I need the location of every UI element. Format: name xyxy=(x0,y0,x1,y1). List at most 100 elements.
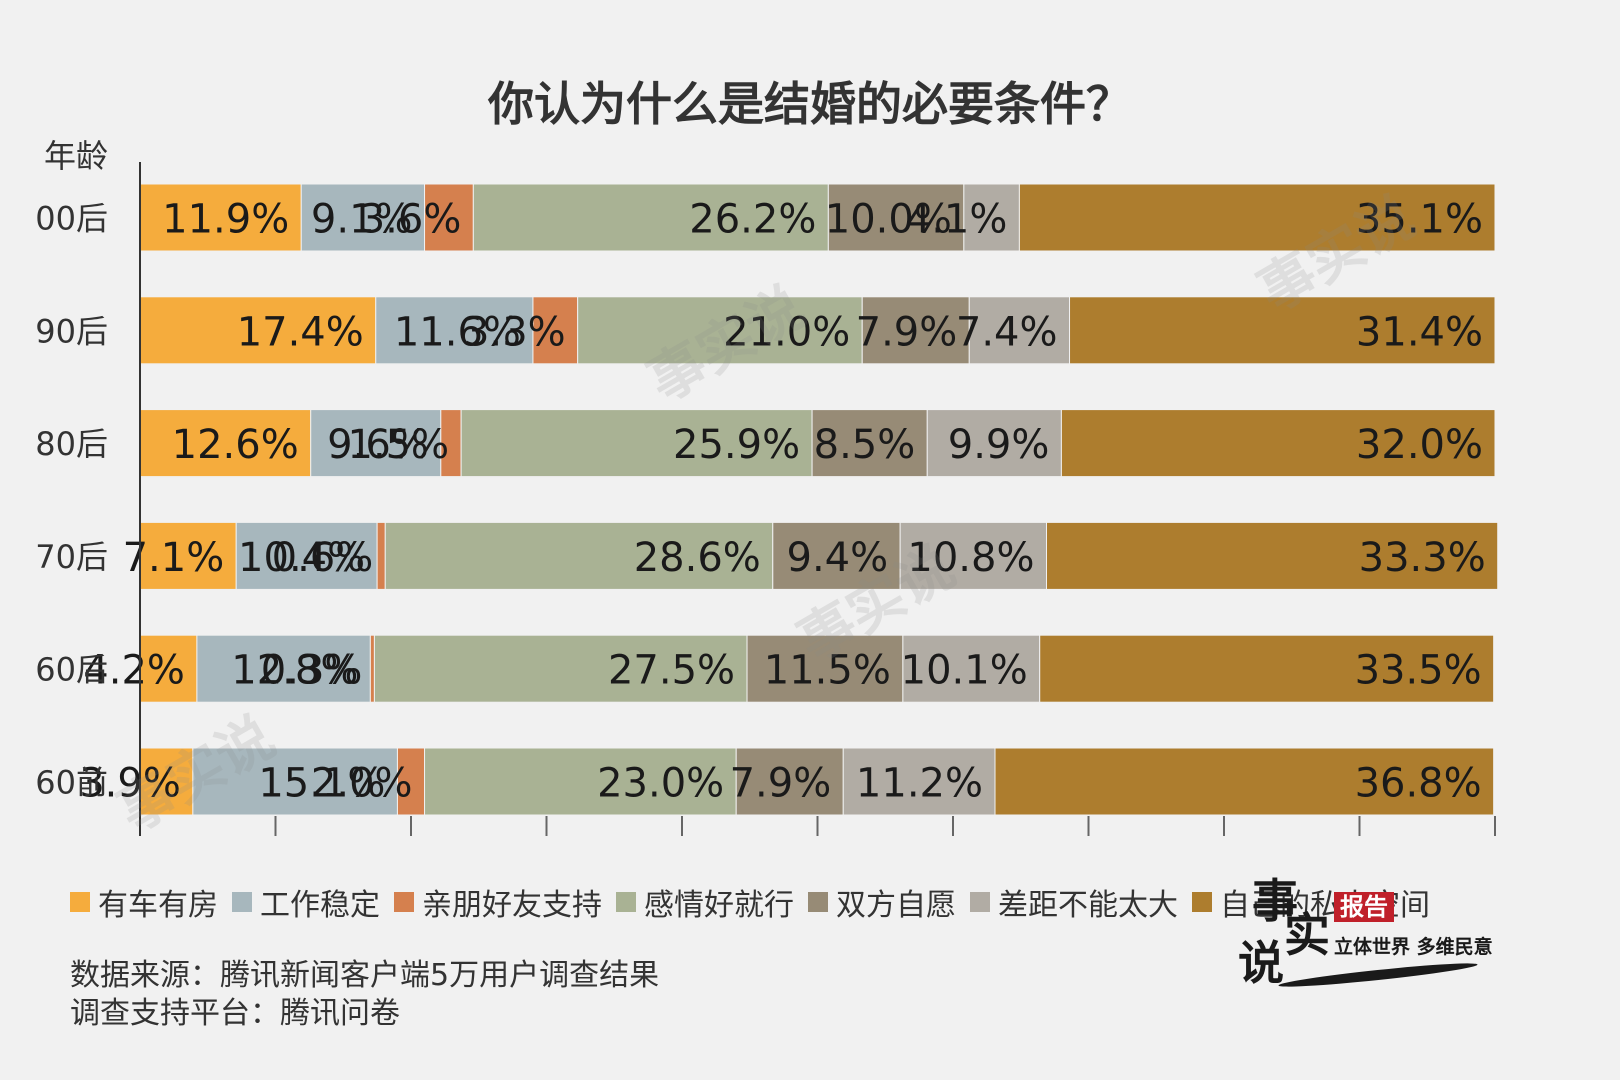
legend-label: 有车有房 xyxy=(98,888,218,923)
data-label: 10.1% xyxy=(901,648,1028,694)
bar-segment xyxy=(375,296,534,365)
data-label: 7.9% xyxy=(730,761,832,807)
data-label: 7.4% xyxy=(956,309,1058,355)
legend-swatch xyxy=(808,892,828,912)
legend-label: 亲朋好友支持 xyxy=(422,888,602,923)
bar-segment xyxy=(424,183,474,252)
bar-segment xyxy=(827,183,965,252)
data-label: 3.9% xyxy=(79,761,181,807)
bar-segment xyxy=(1069,296,1496,365)
data-label: 8.5% xyxy=(814,422,916,468)
brand-logo: 事 实 说 报告 立体世界 多维民意 xyxy=(1238,878,1498,998)
data-label: 10.0% xyxy=(825,197,952,243)
bar-segment xyxy=(926,409,1062,478)
legend-swatch xyxy=(394,892,414,912)
data-label: 0.6% xyxy=(272,535,374,581)
category-label: 90后 xyxy=(35,312,108,350)
bar-segment xyxy=(300,183,426,252)
bar-segment xyxy=(811,409,928,478)
legend-label: 差距不能太大 xyxy=(998,888,1178,923)
logo-char: 实 xyxy=(1284,908,1330,962)
bar-segment xyxy=(139,183,302,252)
data-label: 3.3% xyxy=(464,309,566,355)
data-label: 35.1% xyxy=(1356,197,1483,243)
logo-char: 说 xyxy=(1238,936,1284,990)
data-label: 4.1% xyxy=(906,197,1008,243)
category-label: 60前 xyxy=(35,764,108,802)
bar-segment xyxy=(1018,183,1496,252)
legend-label: 工作稳定 xyxy=(260,888,380,923)
bar-segment xyxy=(902,634,1041,703)
legend-swatch xyxy=(970,892,990,912)
data-label: 7.1% xyxy=(123,535,225,581)
bar-segment xyxy=(396,747,426,816)
data-label: 36.8% xyxy=(1355,761,1482,807)
legend-item: 双方自愿 xyxy=(808,880,956,924)
data-label: 11.5% xyxy=(764,648,891,694)
bar-segment xyxy=(842,747,996,816)
bar-segment xyxy=(139,747,194,816)
legend-item: 自己的私人空间 xyxy=(1192,880,1430,924)
data-label: 33.5% xyxy=(1355,648,1482,694)
bar-segment xyxy=(384,521,774,590)
data-label: 15.1% xyxy=(258,761,385,807)
logo-slogan: 立体世界 多维民意 xyxy=(1334,936,1493,958)
legend-item: 有车有房 xyxy=(70,880,218,924)
data-label: 10.8% xyxy=(907,535,1034,581)
legend-label: 双方自愿 xyxy=(836,888,956,923)
legend-label: 感情好就行 xyxy=(644,888,794,923)
y-axis-title: 年龄 xyxy=(44,137,108,175)
data-label: 28.6% xyxy=(634,535,761,581)
bar-segment xyxy=(532,296,579,365)
bar-segment xyxy=(139,634,198,703)
data-label: 12.6% xyxy=(172,422,299,468)
stacked-bar-chart: 11.9% 9.1%3.6% 26.2% 10.0%4.1% 35.1% 00后 17.4%… xyxy=(35,137,1499,836)
data-label: 25.9% xyxy=(673,422,800,468)
legend-item: 亲朋好友支持 xyxy=(394,880,602,924)
logo-char: 事 xyxy=(1252,874,1298,928)
bar-segment xyxy=(861,296,970,365)
bar-segment xyxy=(963,183,1020,252)
category-label: 80后 xyxy=(35,425,108,463)
legend-swatch xyxy=(70,892,90,912)
legend-swatch xyxy=(1192,892,1212,912)
data-label: 32.0% xyxy=(1356,422,1483,468)
data-label: 11.6% xyxy=(394,309,521,355)
legend-item: 工作稳定 xyxy=(232,880,380,924)
data-label: 2.0% xyxy=(311,761,413,807)
legend-swatch xyxy=(232,892,252,912)
data-source-text: 数据来源：腾讯新闻客户端5万用户调查结果 xyxy=(70,958,660,993)
data-label: 17.4% xyxy=(237,309,364,355)
data-label: 10.4% xyxy=(238,535,365,581)
bar-segment xyxy=(994,747,1495,816)
bar-segment xyxy=(1060,409,1496,478)
bar-segment xyxy=(376,521,386,590)
bar-segment xyxy=(1039,634,1495,703)
bar-segment xyxy=(196,634,371,703)
bar-segment xyxy=(1045,521,1499,590)
data-label: 11.9% xyxy=(162,197,289,243)
category-label: 70后 xyxy=(35,538,108,576)
bar-segment xyxy=(772,521,901,590)
bar-segment xyxy=(139,409,312,478)
logo-badge: 报告 xyxy=(1334,892,1394,922)
bar-segment xyxy=(899,521,1047,590)
bar-segment xyxy=(373,634,748,703)
legend-item: 感情好就行 xyxy=(616,880,794,924)
bar-segment xyxy=(139,296,377,365)
bar-segment xyxy=(192,747,398,816)
bar-segment xyxy=(968,296,1071,365)
data-label: 1.5% xyxy=(348,422,450,468)
bar-segment xyxy=(235,521,378,590)
category-label: 00后 xyxy=(35,200,108,238)
data-label: 11.2% xyxy=(856,761,983,807)
data-label: 27.5% xyxy=(608,648,735,694)
data-label: 23.0% xyxy=(597,761,724,807)
data-label: 21.0% xyxy=(723,309,850,355)
bar-segment xyxy=(472,183,829,252)
chart-title: 你认为什么是结婚的必要条件？ xyxy=(488,77,1132,131)
bar-segment xyxy=(577,296,863,365)
bar-segment xyxy=(424,747,737,816)
data-label: 9.4% xyxy=(787,535,889,581)
data-label: 12.8% xyxy=(231,648,358,694)
